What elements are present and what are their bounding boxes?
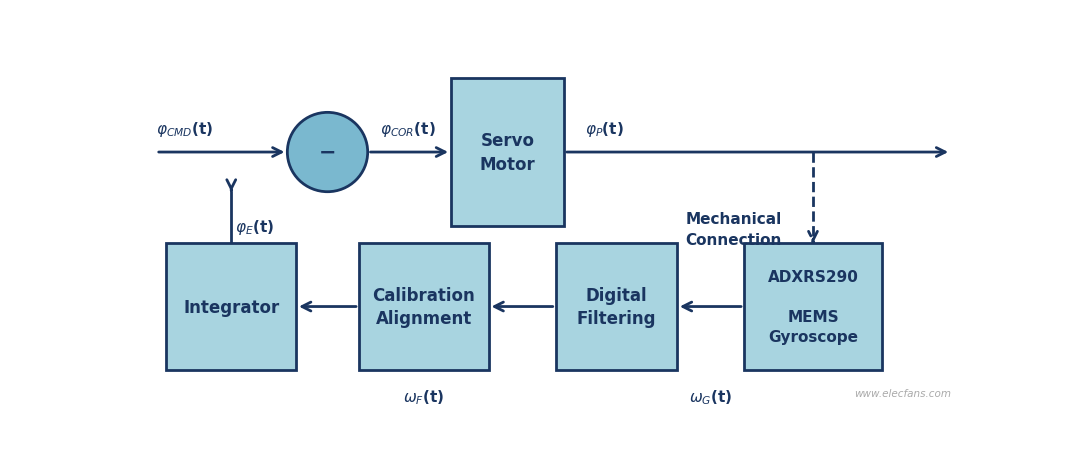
Text: Mechanical
Connection: Mechanical Connection bbox=[686, 212, 782, 248]
Text: −: − bbox=[319, 143, 336, 163]
FancyBboxPatch shape bbox=[555, 244, 677, 370]
Text: $\omega_{F}$(t): $\omega_{F}$(t) bbox=[403, 387, 444, 406]
FancyBboxPatch shape bbox=[359, 244, 488, 370]
Text: $\varphi_{COR}$(t): $\varphi_{COR}$(t) bbox=[380, 120, 436, 139]
FancyBboxPatch shape bbox=[166, 244, 296, 370]
Text: $\varphi_{P}$(t): $\varphi_{P}$(t) bbox=[585, 120, 624, 139]
Text: Integrator: Integrator bbox=[184, 298, 280, 316]
Text: $\omega_{G}$(t): $\omega_{G}$(t) bbox=[689, 387, 732, 406]
Text: $\varphi_{E}$(t): $\varphi_{E}$(t) bbox=[235, 218, 274, 237]
Text: $\varphi_{CMD}$(t): $\varphi_{CMD}$(t) bbox=[156, 120, 213, 139]
Text: Calibration
Alignment: Calibration Alignment bbox=[373, 286, 475, 328]
Text: www.elecfans.com: www.elecfans.com bbox=[854, 388, 951, 398]
Text: Servo
Motor: Servo Motor bbox=[480, 132, 536, 173]
Ellipse shape bbox=[287, 113, 367, 192]
Text: Digital
Filtering: Digital Filtering bbox=[577, 286, 656, 328]
FancyBboxPatch shape bbox=[744, 244, 882, 370]
Text: ADXRS290

MEMS
Gyroscope: ADXRS290 MEMS Gyroscope bbox=[768, 270, 859, 344]
FancyBboxPatch shape bbox=[451, 79, 564, 226]
